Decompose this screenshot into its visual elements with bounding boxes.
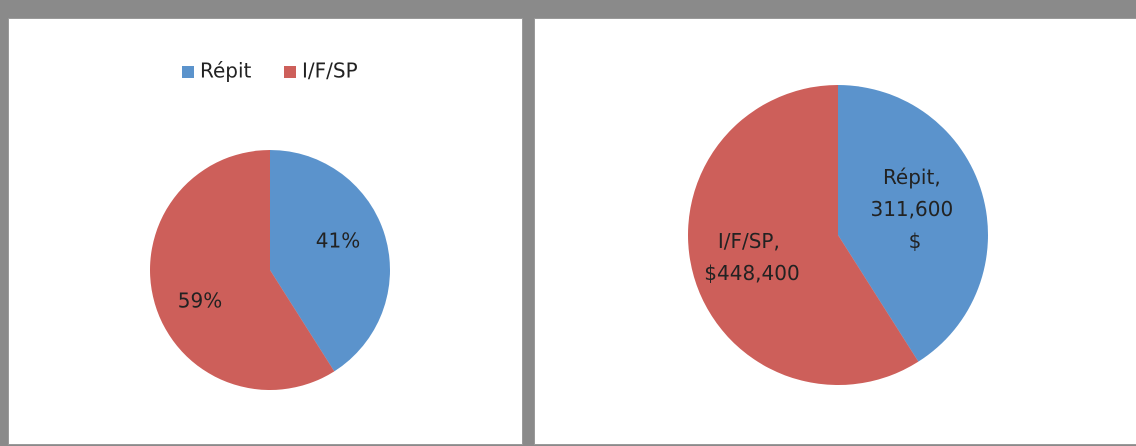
legend-label: Répit xyxy=(200,59,252,83)
pie-slice xyxy=(838,85,989,362)
legend-swatch xyxy=(182,66,194,78)
data-label: 59% xyxy=(178,289,222,313)
data-label: I/F/SP, $448,400 xyxy=(704,229,799,285)
data-label: 41% xyxy=(316,229,360,253)
data-label: Répit, 311,600 $ xyxy=(870,165,959,253)
pie-slice xyxy=(150,150,335,390)
pie-slice xyxy=(270,150,391,372)
pie-slice xyxy=(688,85,919,385)
legend-label: I/F/SP xyxy=(302,59,358,83)
legend-swatch xyxy=(284,66,296,78)
